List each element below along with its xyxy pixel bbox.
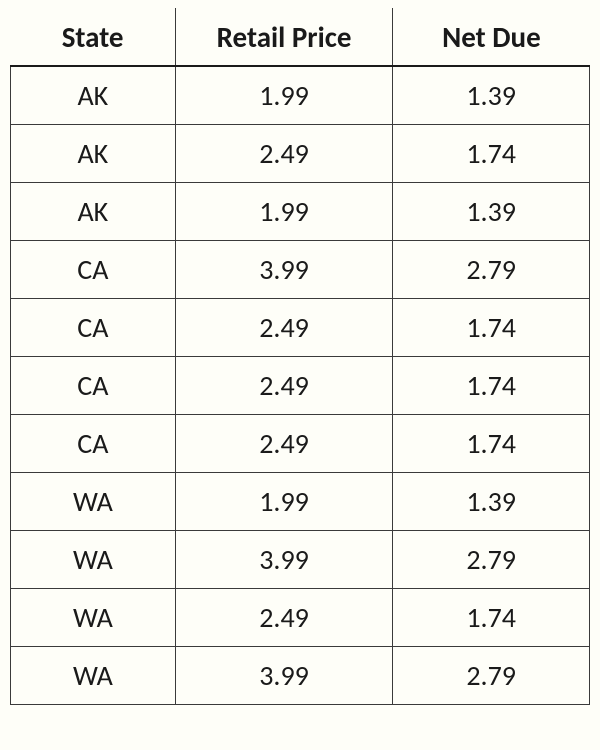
cell-net: 2.79 (393, 646, 590, 704)
cell-retail: 2.49 (175, 414, 393, 472)
col-header-state: State (11, 8, 176, 66)
cell-state: WA (11, 472, 176, 530)
cell-retail: 2.49 (175, 588, 393, 646)
cell-net: 2.79 (393, 240, 590, 298)
table-row: AK 1.99 1.39 (11, 66, 590, 124)
table-row: WA 3.99 2.79 (11, 530, 590, 588)
cell-state: CA (11, 356, 176, 414)
cell-retail: 1.99 (175, 66, 393, 124)
table-row: CA 2.49 1.74 (11, 298, 590, 356)
header-row: State Retail Price Net Due (11, 8, 590, 66)
col-header-net: Net Due (393, 8, 590, 66)
data-table: State Retail Price Net Due AK 1.99 1.39 … (10, 8, 590, 705)
cell-state: AK (11, 124, 176, 182)
table-row: CA 2.49 1.74 (11, 414, 590, 472)
table-row: WA 1.99 1.39 (11, 472, 590, 530)
cell-net: 1.74 (393, 588, 590, 646)
cell-state: CA (11, 240, 176, 298)
cell-state: WA (11, 588, 176, 646)
cell-retail: 1.99 (175, 472, 393, 530)
cell-state: WA (11, 646, 176, 704)
cell-net: 1.74 (393, 414, 590, 472)
cell-net: 1.74 (393, 298, 590, 356)
cell-state: CA (11, 414, 176, 472)
col-header-retail: Retail Price (175, 8, 393, 66)
cell-state: CA (11, 298, 176, 356)
table-row: AK 1.99 1.39 (11, 182, 590, 240)
table-row: AK 2.49 1.74 (11, 124, 590, 182)
cell-retail: 2.49 (175, 124, 393, 182)
cell-state: WA (11, 530, 176, 588)
table-body: AK 1.99 1.39 AK 2.49 1.74 AK 1.99 1.39 C… (11, 66, 590, 704)
cell-retail: 3.99 (175, 646, 393, 704)
cell-net: 2.79 (393, 530, 590, 588)
cell-state: AK (11, 66, 176, 124)
cell-net: 1.39 (393, 182, 590, 240)
table-row: WA 3.99 2.79 (11, 646, 590, 704)
cell-retail: 2.49 (175, 298, 393, 356)
table-row: CA 3.99 2.79 (11, 240, 590, 298)
cell-retail: 3.99 (175, 530, 393, 588)
cell-net: 1.74 (393, 356, 590, 414)
cell-state: AK (11, 182, 176, 240)
cell-net: 1.74 (393, 124, 590, 182)
table-row: WA 2.49 1.74 (11, 588, 590, 646)
cell-net: 1.39 (393, 472, 590, 530)
cell-retail: 2.49 (175, 356, 393, 414)
cell-retail: 3.99 (175, 240, 393, 298)
cell-net: 1.39 (393, 66, 590, 124)
table-row: CA 2.49 1.74 (11, 356, 590, 414)
cell-retail: 1.99 (175, 182, 393, 240)
